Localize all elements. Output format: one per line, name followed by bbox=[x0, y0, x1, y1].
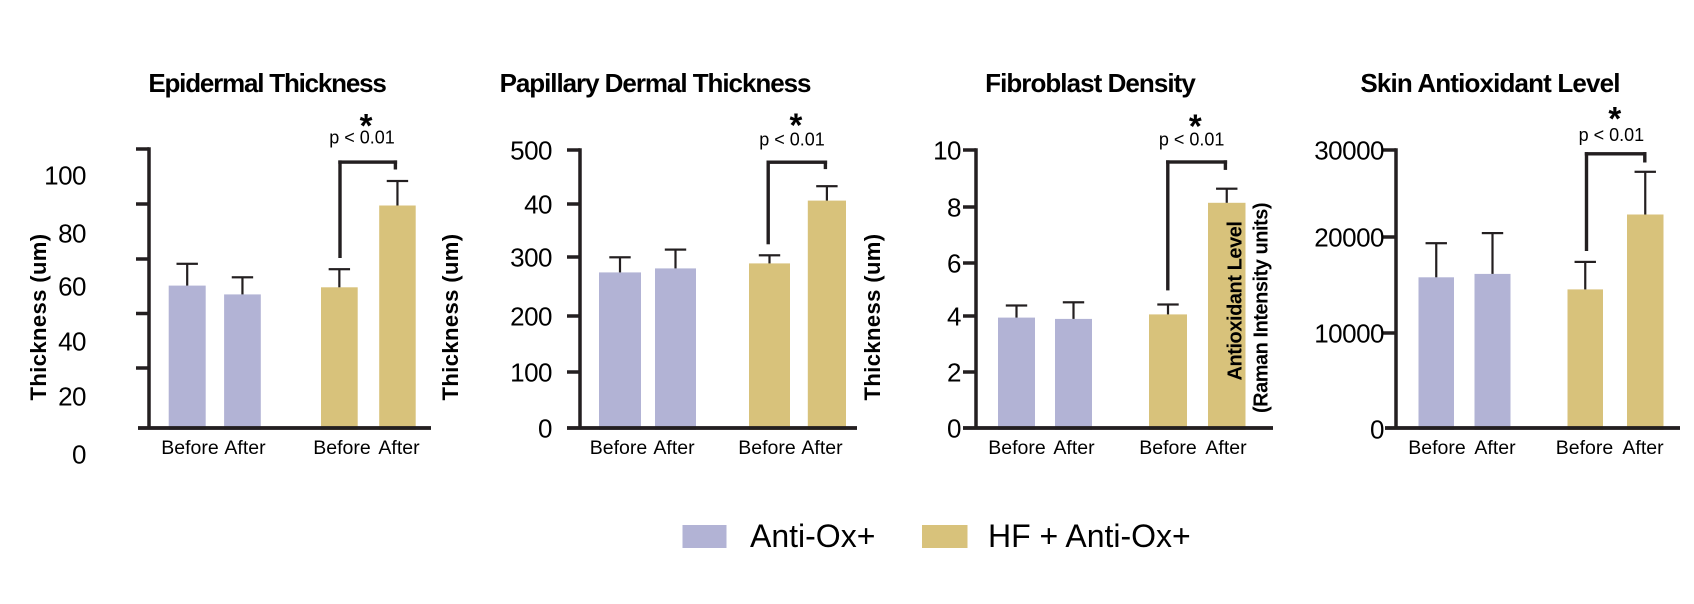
svg-text:0: 0 bbox=[72, 439, 86, 469]
svg-text:100: 100 bbox=[510, 357, 552, 387]
svg-text:Thickness (um): Thickness (um) bbox=[438, 234, 463, 401]
svg-text:After: After bbox=[1474, 437, 1516, 459]
svg-text:Before: Before bbox=[988, 437, 1045, 459]
svg-text:100: 100 bbox=[44, 160, 86, 190]
svg-text:300: 300 bbox=[510, 242, 552, 272]
svg-text:(Raman Intensity units): (Raman Intensity units) bbox=[1251, 203, 1273, 413]
svg-text:2: 2 bbox=[947, 357, 961, 387]
svg-text:Before: Before bbox=[161, 437, 218, 459]
svg-text:After: After bbox=[801, 437, 843, 459]
svg-text:*: * bbox=[789, 107, 802, 144]
svg-text:After: After bbox=[224, 437, 266, 459]
svg-text:40: 40 bbox=[524, 189, 552, 219]
svg-text:After: After bbox=[1622, 437, 1664, 459]
svg-text:Skin Antioxidant Level: Skin Antioxidant Level bbox=[1360, 68, 1619, 98]
svg-text:Anti-Ox+: Anti-Ox+ bbox=[750, 518, 875, 554]
svg-text:Fibroblast Density: Fibroblast Density bbox=[985, 68, 1196, 98]
svg-text:Before: Before bbox=[1408, 437, 1465, 459]
svg-text:p < 0.01: p < 0.01 bbox=[1579, 125, 1645, 145]
svg-text:500: 500 bbox=[510, 135, 552, 165]
svg-text:*: * bbox=[360, 107, 373, 144]
svg-text:Before: Before bbox=[1556, 437, 1613, 459]
svg-text:20000: 20000 bbox=[1314, 222, 1384, 252]
svg-text:p < 0.01: p < 0.01 bbox=[759, 130, 825, 150]
svg-text:20: 20 bbox=[58, 381, 86, 411]
svg-text:10: 10 bbox=[933, 135, 961, 165]
svg-text:0: 0 bbox=[947, 413, 961, 443]
svg-text:80: 80 bbox=[58, 218, 86, 248]
svg-text:60: 60 bbox=[58, 271, 86, 301]
svg-text:Thickness (um): Thickness (um) bbox=[26, 234, 51, 401]
svg-text:After: After bbox=[1053, 437, 1095, 459]
svg-text:p < 0.01: p < 0.01 bbox=[329, 128, 395, 148]
svg-text:6: 6 bbox=[947, 248, 961, 278]
svg-text:Papillary Dermal Thickness: Papillary Dermal Thickness bbox=[500, 68, 811, 98]
svg-text:30000: 30000 bbox=[1314, 135, 1384, 165]
svg-text:Before: Before bbox=[738, 437, 795, 459]
svg-text:p < 0.01: p < 0.01 bbox=[1159, 130, 1225, 150]
svg-text:0: 0 bbox=[1370, 414, 1384, 444]
svg-text:Before: Before bbox=[1139, 437, 1196, 459]
svg-text:0: 0 bbox=[538, 413, 552, 443]
svg-text:Before: Before bbox=[313, 437, 370, 459]
svg-text:40: 40 bbox=[58, 326, 86, 356]
svg-text:8: 8 bbox=[947, 192, 961, 222]
svg-text:After: After bbox=[653, 437, 695, 459]
svg-text:200: 200 bbox=[510, 301, 552, 331]
svg-text:After: After bbox=[1205, 437, 1247, 459]
svg-text:Antioxidant Level: Antioxidant Level bbox=[1225, 221, 1247, 380]
svg-text:Thickness (um): Thickness (um) bbox=[860, 234, 885, 401]
svg-text:After: After bbox=[378, 437, 420, 459]
svg-text:HF + Anti-Ox+: HF + Anti-Ox+ bbox=[988, 518, 1191, 554]
svg-text:Before: Before bbox=[590, 437, 647, 459]
svg-text:Epidermal Thickness: Epidermal Thickness bbox=[148, 68, 386, 98]
svg-text:10000: 10000 bbox=[1314, 318, 1384, 348]
svg-text:*: * bbox=[1189, 107, 1202, 144]
svg-text:4: 4 bbox=[947, 301, 961, 331]
svg-text:*: * bbox=[1608, 100, 1621, 137]
